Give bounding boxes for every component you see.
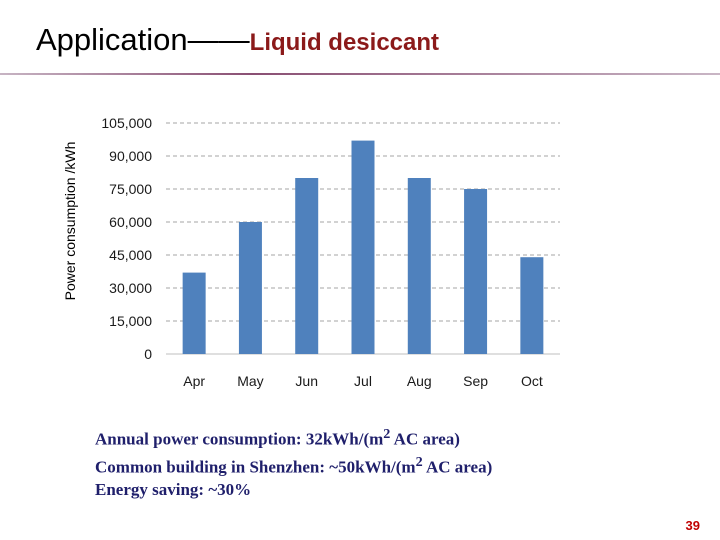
x-tick-label: Oct xyxy=(521,373,543,389)
bar-sep xyxy=(464,189,488,354)
x-tick-label: May xyxy=(237,373,263,389)
x-tick-label: Sep xyxy=(463,373,488,389)
slide-title-dash: —— xyxy=(187,22,250,57)
note-line-2-tail: AC area) xyxy=(422,457,493,477)
slide-title-subtitle: Liquid desiccant xyxy=(249,29,440,56)
y-axis-label: Power consumption /kWh xyxy=(62,141,78,301)
x-tick-label: Apr xyxy=(183,373,205,389)
bar-apr xyxy=(182,272,206,354)
notes-block: Annual power consumption: 32kWh/(m2 AC a… xyxy=(95,423,492,501)
note-line-2-sup: 2 xyxy=(415,453,423,470)
y-tick-label: 15,000 xyxy=(109,313,152,329)
y-tick-label: 0 xyxy=(144,346,152,362)
slide-title: Application——Liquid desiccant xyxy=(36,22,439,58)
y-tick-label: 75,000 xyxy=(109,181,152,197)
y-tick-label: 105,000 xyxy=(101,115,152,131)
x-tick-label: Aug xyxy=(407,373,432,389)
slide-title-main: Application xyxy=(36,22,188,57)
bar-chart: 0 15,000 30,000 45,000 60,000 75,000 90,000 105… xyxy=(101,115,560,389)
x-tick-label: Jul xyxy=(354,373,372,389)
bar-oct xyxy=(520,257,544,354)
bar-may xyxy=(238,222,262,354)
bar-jul xyxy=(351,140,375,354)
note-line-2: Common building in Shenzhen: ~50kWh/(m2 … xyxy=(95,451,492,479)
y-tick-label: 45,000 xyxy=(109,247,152,263)
y-tick-label: 90,000 xyxy=(109,148,152,164)
bar-jun xyxy=(295,178,319,354)
note-line-3: Energy saving: ~30% xyxy=(95,480,252,500)
y-tick-label: 30,000 xyxy=(109,280,152,296)
note-line-2-text: Common building in Shenzhen: ~50kWh/(m xyxy=(95,457,416,477)
page-number: 39 xyxy=(685,518,700,533)
note-line-1-sup: 2 xyxy=(383,426,391,442)
title-underline xyxy=(0,73,720,75)
note-line-1: Annual power consumption: 32kWh/(m2 AC a… xyxy=(95,423,492,451)
note-line-1-tail: AC area) xyxy=(390,429,460,449)
y-tick-label: 60,000 xyxy=(109,214,152,230)
note-line-1-text: Annual power consumption: 32kWh/(m xyxy=(95,429,384,449)
x-tick-label: Jun xyxy=(295,373,318,389)
bar-aug xyxy=(407,178,431,354)
